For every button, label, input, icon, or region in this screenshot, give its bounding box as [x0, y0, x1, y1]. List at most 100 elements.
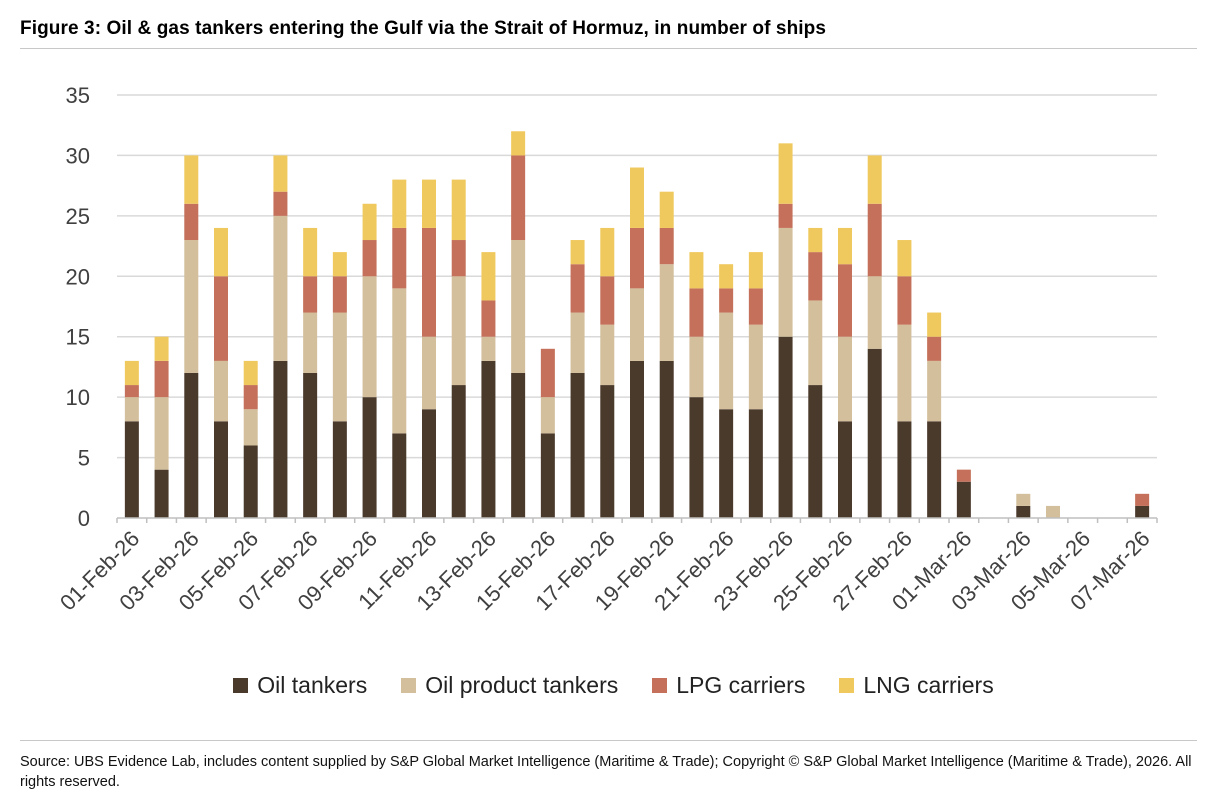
bar-segment-oil-tankers	[897, 421, 912, 518]
bar-segment-lpg-carriers	[303, 276, 318, 313]
bar-segment-lpg-carriers	[808, 252, 823, 301]
bar-segment-oil-tankers	[451, 385, 466, 518]
y-tick-label: 5	[78, 446, 90, 471]
y-tick-label: 25	[66, 204, 90, 229]
bar-segment-oil-product-tankers	[243, 409, 258, 446]
bar-segment-lpg-carriers	[362, 240, 377, 277]
bar-segment-oil-product-tankers	[689, 336, 704, 398]
bar-segment-lng-carriers	[154, 336, 169, 361]
bar-segment-oil-product-tankers	[154, 397, 169, 470]
bar-segment-oil-tankers	[838, 421, 852, 518]
bar-segment-oil-tankers	[748, 409, 763, 518]
bar-segment-lpg-carriers	[927, 336, 942, 361]
bar-segment-oil-product-tankers	[184, 240, 199, 373]
bar-segment-lpg-carriers	[867, 203, 882, 277]
bar-segment-oil-tankers	[867, 348, 882, 518]
bar-segment-lng-carriers	[808, 227, 823, 253]
bar-segment-oil-product-tankers	[630, 288, 644, 361]
figure-title: Figure 3: Oil & gas tankers entering the…	[20, 18, 827, 39]
bar-segment-lng-carriers	[511, 131, 526, 156]
bar-segment-oil-tankers	[481, 360, 496, 518]
bar-segment-oil-tankers	[124, 421, 139, 518]
stacked-bar-chart: 0 5 10 15 20 25 30 35 01-Feb-2603-Feb-2605-Feb-…	[55, 83, 1158, 615]
legend-swatch	[233, 678, 249, 693]
bar-segment-lng-carriers	[689, 252, 704, 289]
legend-item-lng-carriers: LNG carriers	[839, 672, 994, 699]
bar-segment-lng-carriers	[303, 227, 318, 277]
legend-item-lpg-carriers: LPG carriers	[652, 672, 805, 699]
bar-segment-lng-carriers	[838, 227, 852, 265]
bar-segment-oil-tankers	[1135, 505, 1150, 518]
bar-segment-oil-product-tankers	[303, 312, 318, 373]
bar-segment-oil-product-tankers	[481, 336, 496, 361]
bar-segment-oil-tankers	[214, 421, 228, 518]
bar-segment-lpg-carriers	[778, 203, 793, 228]
bar-segment-lpg-carriers	[243, 385, 258, 410]
bar-segment-lng-carriers	[392, 179, 407, 228]
bar-segment-oil-product-tankers	[659, 264, 674, 361]
legend-swatch	[652, 678, 668, 693]
bar-segment-oil-product-tankers	[778, 227, 793, 337]
bar-segment-oil-product-tankers	[719, 312, 734, 410]
bar-segment-oil-product-tankers	[867, 276, 882, 349]
bar-segment-lng-carriers	[422, 179, 436, 228]
bar-segment-oil-product-tankers	[392, 288, 407, 434]
bar-segment-oil-tankers	[332, 421, 347, 518]
bar-segment-lng-carriers	[630, 167, 644, 228]
bar-segment-oil-product-tankers	[748, 324, 763, 410]
bar-segment-lpg-carriers	[451, 240, 466, 277]
bar-segment-lpg-carriers	[273, 191, 288, 216]
bar-segment-lng-carriers	[481, 252, 496, 301]
legend-label: Oil product tankers	[425, 672, 619, 698]
bar-segment-lpg-carriers	[689, 288, 704, 337]
bar-segment-oil-product-tankers	[570, 312, 585, 373]
x-axis	[116, 517, 1158, 523]
title-divider	[20, 48, 1197, 49]
bar-segment-oil-tankers	[540, 433, 555, 518]
bar-segment-lpg-carriers	[1135, 493, 1150, 506]
bar-segment-oil-tankers	[1016, 505, 1031, 518]
bar-segment-lpg-carriers	[540, 348, 555, 398]
bar-segment-oil-product-tankers	[511, 240, 526, 373]
bar-segment-lpg-carriers	[956, 469, 971, 482]
bar-segment-oil-tankers	[154, 469, 169, 518]
bar-segment-lng-carriers	[570, 240, 585, 265]
bar-segment-oil-product-tankers	[332, 312, 347, 422]
bar-segment-oil-tankers	[273, 360, 288, 518]
y-tick-label: 15	[66, 325, 90, 350]
bar-segment-lpg-carriers	[511, 155, 526, 241]
bar-segment-oil-product-tankers	[838, 336, 852, 422]
bar-segment-lng-carriers	[451, 179, 466, 241]
bar-segment-lng-carriers	[600, 227, 615, 277]
bar-segment-lng-carriers	[362, 203, 377, 241]
bar-segment-lng-carriers	[273, 155, 288, 192]
bar-segment-oil-product-tankers	[451, 276, 466, 386]
bar-segment-oil-tankers	[184, 372, 199, 518]
bar-segment-oil-tankers	[808, 385, 823, 518]
bar-segment-oil-tankers	[570, 372, 585, 518]
bar-segment-oil-product-tankers	[927, 360, 942, 422]
bar-segment-lng-carriers	[719, 264, 734, 289]
y-tick-label: 30	[66, 143, 90, 168]
bar-segment-lng-carriers	[778, 143, 793, 204]
bar-segment-oil-tankers	[511, 372, 526, 518]
bar-segment-oil-tankers	[392, 433, 407, 518]
bar-segment-lpg-carriers	[600, 276, 615, 325]
bar-segment-oil-product-tankers	[422, 336, 436, 410]
bar-segment-lng-carriers	[184, 155, 199, 204]
bar-segment-lpg-carriers	[184, 203, 199, 241]
bar-segment-oil-tankers	[956, 481, 971, 518]
source-note: Source: UBS Evidence Lab, includes conte…	[20, 754, 1192, 790]
bar-segment-lng-carriers	[867, 155, 882, 204]
y-tick-label: 20	[66, 264, 90, 289]
bar-segment-lpg-carriers	[838, 264, 852, 337]
y-tick-label: 10	[66, 385, 90, 410]
bar-segment-lpg-carriers	[719, 288, 734, 313]
bar-segment-lpg-carriers	[124, 385, 139, 398]
bar-segment-lng-carriers	[897, 240, 912, 277]
bar-segment-oil-product-tankers	[124, 397, 139, 422]
bar-segment-lng-carriers	[214, 227, 228, 277]
bar-segment-oil-tankers	[689, 397, 704, 518]
bar-segment-oil-product-tankers	[540, 397, 555, 434]
bar-segment-oil-tankers	[778, 336, 793, 518]
